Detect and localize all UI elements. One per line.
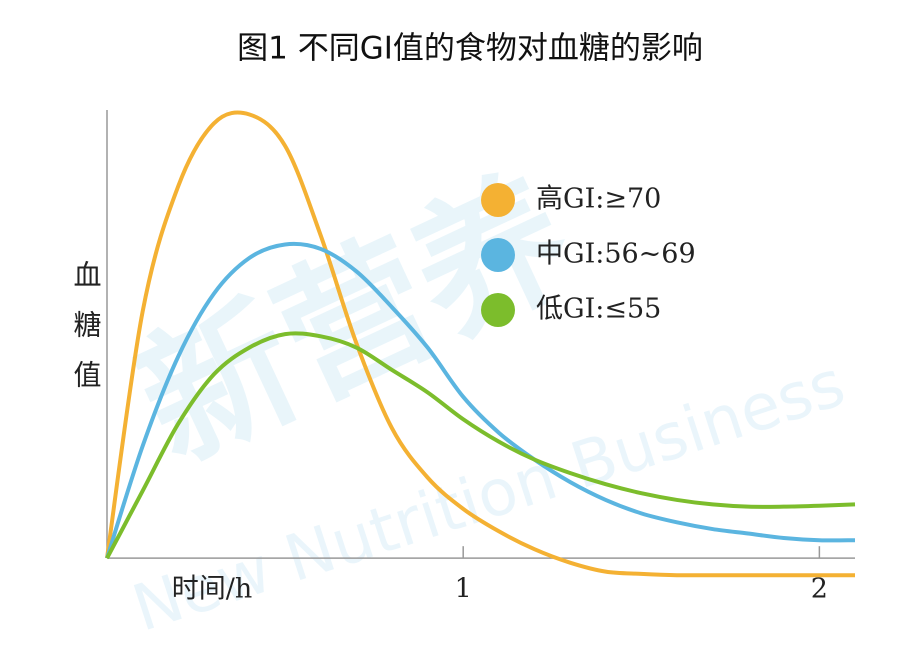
x-tick-label: 1 — [455, 574, 472, 605]
y-axis-label: 血糖值 — [70, 260, 103, 410]
line-series — [105, 110, 855, 578]
chart-title: 图1 不同GI值的食物对血糖的影响 — [237, 31, 703, 67]
legend-marker — [481, 238, 515, 272]
x-tick-label: 2 — [811, 574, 828, 605]
legend-label: 高GI:≥70 — [536, 184, 661, 215]
x-axis-label: 时间/h — [172, 574, 253, 605]
line-series — [105, 331, 856, 560]
line-series — [105, 241, 856, 559]
legend-label: 中GI:56~69 — [536, 239, 696, 270]
watermark: 新营养 — [115, 147, 596, 495]
legend-marker — [481, 183, 515, 217]
legend-marker — [481, 293, 515, 327]
legend-label: 低GI:≤55 — [536, 294, 661, 325]
